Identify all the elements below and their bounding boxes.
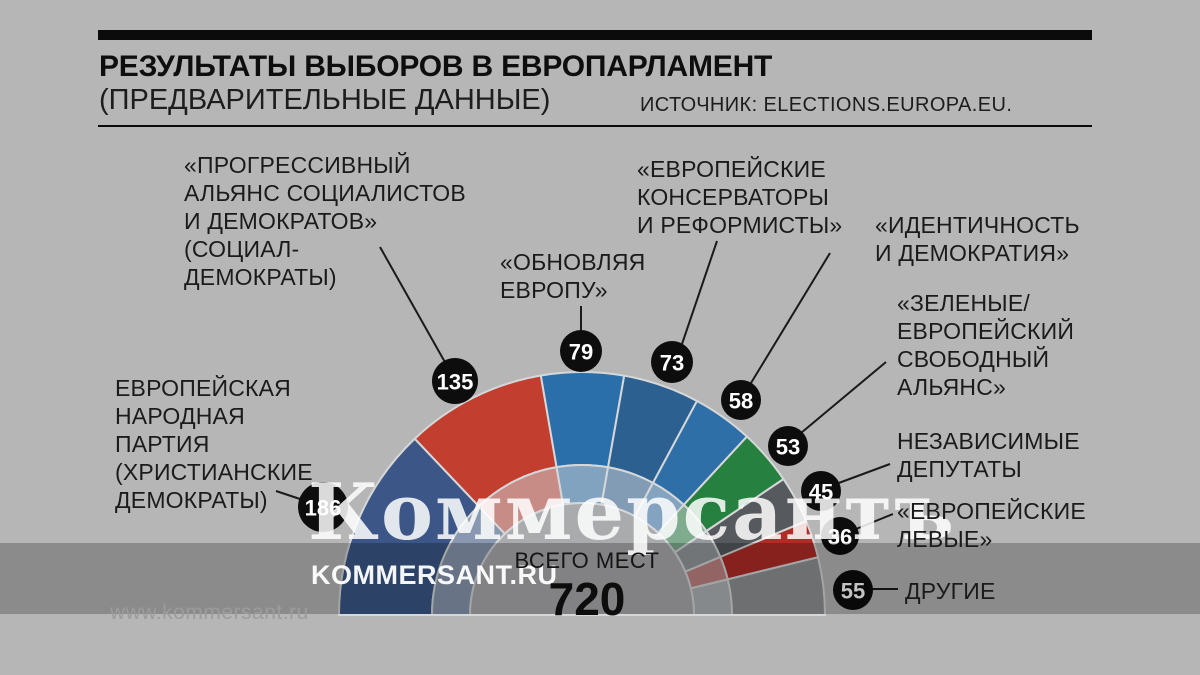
header-divider xyxy=(98,125,1092,127)
seat-count: 73 xyxy=(660,351,684,376)
page-title: РЕЗУЛЬТАТЫ ВЫБОРОВ В ЕВРОПАРЛАМЕНТ xyxy=(99,50,773,83)
kommersant-url-text: www.kommersant.ru xyxy=(110,601,309,624)
seat-count: 55 xyxy=(841,579,865,604)
seat-badge-3: 73 xyxy=(651,341,693,383)
seat-badge-4: 58 xyxy=(721,380,761,420)
page-subtitle: (ПРЕДВАРИТЕЛЬНЫЕ ДАННЫЕ) xyxy=(99,84,551,116)
kommersant-logo-watermark: Коммерсантъ xyxy=(308,467,956,558)
seat-count: 79 xyxy=(569,340,593,365)
seat-badge-1: 135 xyxy=(432,358,478,404)
source-note: ИСТОЧНИК: ELECTIONS.EUROPA.EU. xyxy=(640,94,1013,116)
leader-line-5 xyxy=(800,361,887,434)
seat-badge-5: 53 xyxy=(768,426,808,466)
kommersant-site-watermark: KOMMERSANT.RU xyxy=(311,560,558,590)
seat-count: 135 xyxy=(437,370,474,395)
leader-line-6 xyxy=(835,463,891,485)
seat-count: 58 xyxy=(729,389,753,414)
seat-badge-8: 55 xyxy=(833,570,873,610)
seat-badge-0: 186 xyxy=(298,482,348,532)
seat-badge-2: 79 xyxy=(560,330,602,372)
leader-line-3 xyxy=(681,240,718,345)
seat-count: 53 xyxy=(776,435,800,460)
top-rule-bar xyxy=(98,30,1092,40)
seat-badge-6: 45 xyxy=(801,471,841,511)
seat-count: 45 xyxy=(809,480,833,505)
seat-count: 36 xyxy=(828,525,852,550)
total-seats-value: 720 xyxy=(548,573,626,625)
dark-band-overlay xyxy=(0,543,1200,614)
seat-count: 186 xyxy=(305,496,342,521)
leader-line-7 xyxy=(855,513,894,530)
total-seats-label: ВСЕГО МЕСТ xyxy=(514,548,660,573)
center-disc xyxy=(468,502,696,616)
leader-line-4 xyxy=(750,252,831,384)
seat-badge-7: 36 xyxy=(821,517,859,555)
leader-line-1 xyxy=(379,246,447,365)
leader-line-0 xyxy=(275,490,301,500)
